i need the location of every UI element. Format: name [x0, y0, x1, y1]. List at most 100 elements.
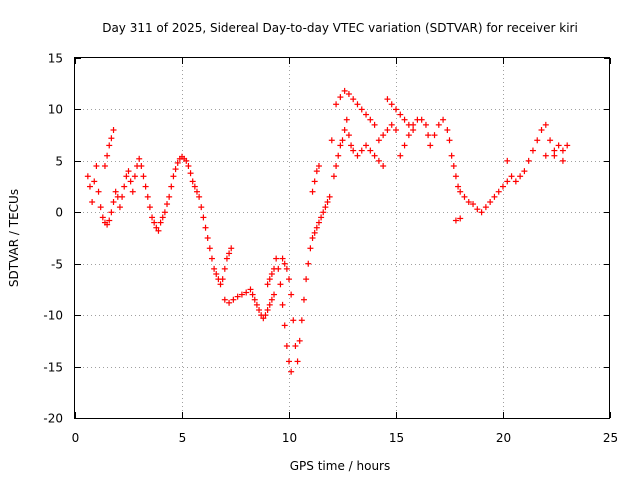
- data-point: [198, 204, 205, 211]
- data-point: [277, 281, 284, 288]
- data-point: [401, 116, 408, 123]
- data-point: [159, 214, 166, 221]
- data-point: [193, 188, 200, 195]
- data-point: [397, 152, 404, 159]
- data-point: [157, 219, 164, 226]
- data-point: [311, 178, 318, 185]
- data-point: [213, 271, 220, 277]
- data-point: [191, 183, 198, 190]
- data-point: [116, 204, 123, 211]
- data-point: [337, 94, 344, 101]
- data-point: [279, 255, 286, 262]
- data-point: [482, 204, 489, 211]
- data-point: [542, 121, 549, 128]
- data-point: [288, 291, 295, 298]
- data-point: [341, 87, 348, 94]
- data-point: [427, 142, 434, 149]
- data-point: [393, 127, 399, 133]
- data-point: [230, 296, 237, 303]
- data-point: [345, 91, 352, 97]
- data-point: [337, 142, 344, 149]
- x-tick-label: 0: [72, 431, 80, 445]
- data-point: [388, 121, 395, 128]
- grid: [75, 58, 611, 419]
- data-point: [119, 193, 126, 200]
- data-point: [410, 121, 417, 128]
- data-point: [555, 142, 562, 149]
- data-point: [440, 116, 447, 123]
- y-tick-label: 10: [48, 103, 63, 117]
- data-point: [226, 250, 233, 257]
- data-point: [491, 193, 498, 200]
- data-point: [221, 296, 228, 303]
- y-tick-label: -20: [43, 412, 63, 426]
- data-point: [174, 159, 181, 166]
- data-point: [221, 265, 228, 272]
- data-point: [131, 173, 138, 180]
- data-point: [101, 163, 108, 169]
- data-point: [367, 116, 374, 123]
- data-point: [219, 276, 226, 283]
- data-point: [358, 147, 365, 154]
- data-point: [172, 166, 179, 173]
- data-point: [271, 291, 278, 298]
- tick-labels: 0 5 10 15 20 25 -20 -15 -10 -5 0 5 10 15: [43, 52, 618, 446]
- data-point: [112, 188, 119, 195]
- data-point: [343, 116, 350, 123]
- data-point: [418, 116, 425, 123]
- data-point: [170, 173, 177, 180]
- data-point: [313, 224, 320, 231]
- data-point: [281, 260, 288, 267]
- y-tick-label: -15: [43, 361, 63, 375]
- data-point: [328, 137, 335, 144]
- data-point: [95, 188, 102, 195]
- data-point: [508, 173, 515, 180]
- data-point: [405, 132, 412, 139]
- data-point: [345, 132, 352, 139]
- data-point: [300, 296, 307, 303]
- data-point: [200, 214, 207, 221]
- data-point: [538, 127, 545, 133]
- x-tick-label: 5: [179, 431, 187, 445]
- data-point: [525, 157, 532, 164]
- data-point: [322, 204, 329, 211]
- data-point: [185, 163, 192, 169]
- data-point: [153, 224, 160, 231]
- data-point: [452, 217, 459, 224]
- data-point: [268, 271, 275, 277]
- data-point: [99, 214, 106, 221]
- data-point: [348, 142, 355, 149]
- data-point: [320, 209, 327, 216]
- data-point: [521, 168, 528, 175]
- data-point: [234, 293, 241, 300]
- data-point: [450, 163, 457, 169]
- data-point: [380, 132, 387, 139]
- data-point: [288, 368, 295, 375]
- data-point: [335, 152, 342, 159]
- data-point: [91, 178, 98, 185]
- data-point: [393, 106, 399, 113]
- data-point: [104, 152, 111, 159]
- data-point: [262, 312, 269, 319]
- data-point: [534, 137, 541, 144]
- data-point: [129, 188, 136, 195]
- data-point: [123, 173, 130, 180]
- data-point: [226, 299, 233, 306]
- data-point: [286, 358, 292, 365]
- y-tick-label: 5: [55, 155, 63, 169]
- data-point: [110, 199, 117, 205]
- data-point: [380, 163, 387, 169]
- data-point: [303, 276, 310, 283]
- x-axis-label: GPS time / hours: [290, 459, 391, 473]
- data-point: [309, 235, 316, 241]
- y-tick-label: -10: [43, 309, 63, 323]
- y-tick-label: 15: [48, 52, 63, 66]
- chart-title: Day 311 of 2025, Sidereal Day-to-day VTE…: [102, 21, 578, 35]
- data-point: [363, 142, 370, 149]
- data-point: [495, 188, 502, 195]
- data-point: [146, 204, 153, 211]
- data-point: [238, 291, 245, 298]
- data-point: [202, 224, 209, 231]
- data-point: [311, 229, 318, 236]
